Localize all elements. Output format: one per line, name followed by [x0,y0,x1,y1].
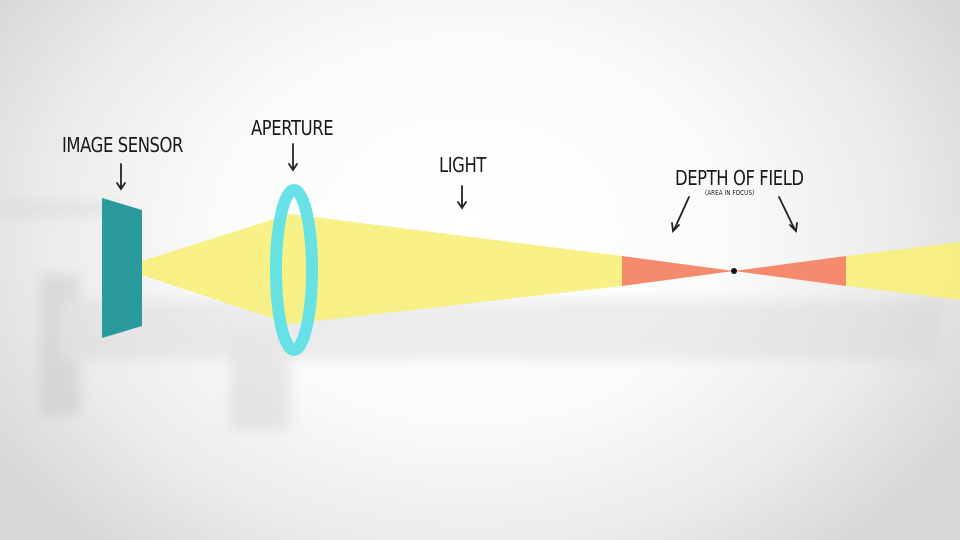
focus-point [731,268,737,274]
light-label: LIGHT [439,153,486,177]
image-sensor-arrow [116,163,126,191]
aperture-arrow [288,143,298,172]
depth-of-field-far [734,256,846,286]
aperture-label: APERTURE [251,116,334,140]
light-beam [120,214,622,324]
image-sensor-label: IMAGE SENSOR [62,133,184,157]
depth-of-field-label: DEPTH OF FIELD [675,166,804,190]
depth-of-field-near [622,256,734,286]
aperture-ring [270,184,318,356]
depth-of-field-note: (AREA IN FOCUS) [705,189,755,197]
image-sensor [102,198,142,338]
arrows [116,143,798,233]
background-silhouette [0,200,940,430]
light-beam-far [846,242,960,300]
depth-left-arrow [671,196,690,233]
depth-right-arrow [778,196,798,233]
light-arrow [457,185,467,210]
